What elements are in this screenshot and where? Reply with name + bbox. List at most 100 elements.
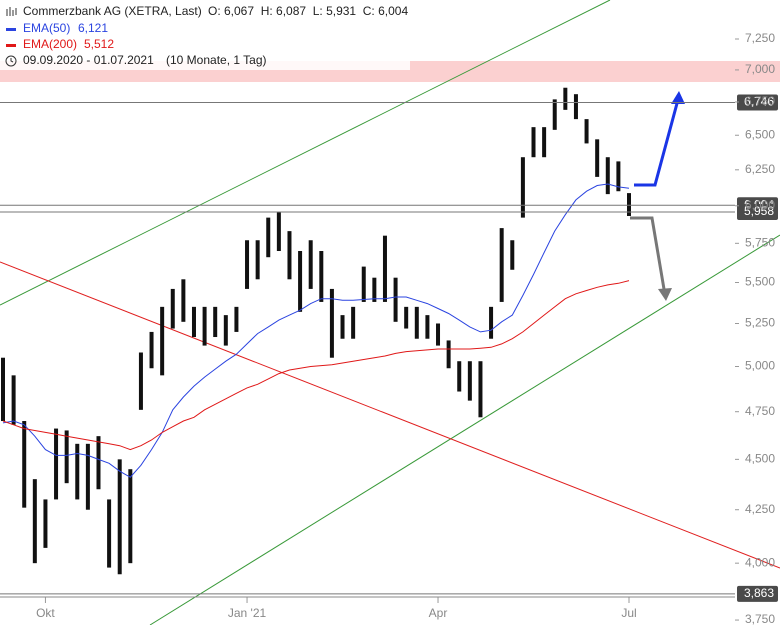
- trend-channel-upper: [0, 0, 611, 306]
- x-tick-label: Apr: [429, 606, 448, 620]
- legend-value: 5,512: [84, 37, 114, 51]
- price-bar: [96, 436, 101, 490]
- price-bar: [128, 469, 133, 564]
- price-bar: [191, 306, 196, 338]
- y-tick-label: 7,000: [745, 62, 775, 76]
- x-tick-label: Jan '21: [228, 606, 267, 620]
- legend: Commerzbank AG (XETRA, Last) O: 6,067 H:…: [0, 0, 410, 70]
- y-tick-label: 4,000: [745, 555, 775, 569]
- price-bar: [75, 443, 80, 500]
- price-bar: [266, 217, 271, 258]
- price-bar: [542, 127, 547, 158]
- level-label: 5,958: [744, 204, 774, 218]
- price-bar: [404, 306, 409, 329]
- price-bar: [308, 240, 313, 289]
- up-arrow: [634, 95, 681, 187]
- y-tick-label: 5,000: [745, 359, 775, 373]
- y-tick-label: 6,000: [745, 198, 775, 212]
- downtrend-line: [0, 261, 780, 569]
- price-bar: [361, 266, 366, 302]
- price-bar: [499, 228, 504, 302]
- ema-line: [2, 183, 630, 478]
- price-bar: [223, 315, 228, 346]
- clock-icon: [5, 55, 17, 67]
- price-bar: [1, 357, 5, 422]
- price-bar: [54, 428, 59, 500]
- price-bar: [276, 211, 281, 252]
- down-arrow: [630, 216, 667, 296]
- price-bar: [160, 306, 165, 376]
- price-bar: [340, 315, 345, 339]
- price-bar: [372, 277, 377, 302]
- price-bar: [117, 459, 122, 575]
- price-bar: [85, 443, 90, 510]
- price-bar: [107, 499, 112, 568]
- price-bar: [234, 306, 239, 332]
- legend-label: EMA(200): [23, 37, 77, 51]
- ohlc-readout: O: 6,067 H: 6,087 L: 5,931 C: 6,004: [208, 4, 408, 18]
- level-label-box: [737, 94, 778, 111]
- price-bar: [245, 240, 250, 289]
- level-label: 3,863: [744, 586, 774, 600]
- up-arrow-head: [671, 91, 685, 104]
- chart-title: Commerzbank AG (XETRA, Last): [23, 4, 202, 18]
- price-bar: [22, 421, 27, 508]
- price-bar: [436, 323, 441, 346]
- legend-label: EMA(50): [23, 21, 70, 35]
- x-tick-label: Jul: [621, 606, 636, 620]
- price-bar: [138, 352, 143, 410]
- legend-background: [0, 0, 410, 70]
- price-bar: [382, 235, 387, 302]
- price-bar: [489, 306, 494, 339]
- x-tick-label: Okt: [36, 606, 55, 620]
- price-bar: [298, 251, 303, 312]
- price-bar: [510, 240, 515, 270]
- y-tick-label: 6,750: [745, 94, 775, 108]
- level-label-box: [737, 585, 778, 602]
- period: 09.09.2020 - 01.07.2021: [23, 53, 154, 67]
- price-bar: [605, 157, 610, 195]
- price-bar: [446, 340, 451, 369]
- down-arrow-head: [658, 288, 672, 301]
- price-bar: [170, 288, 175, 329]
- price-bar: [478, 361, 483, 418]
- y-tick-label: 5,500: [745, 275, 775, 289]
- price-bar: [595, 139, 600, 177]
- level-label: 6,746: [744, 95, 774, 109]
- price-bar: [32, 479, 37, 564]
- price-bar: [457, 361, 462, 392]
- price-bar: [627, 193, 631, 216]
- legend-swatch: [6, 28, 16, 31]
- price-bar: [563, 87, 568, 110]
- price-bar: [467, 361, 472, 401]
- level-label-box: [737, 203, 778, 220]
- chart-icon: [6, 7, 17, 16]
- price-bar: [149, 331, 154, 369]
- y-tick-label: 5,750: [745, 235, 775, 249]
- price-bar: [425, 315, 430, 339]
- price-bar: [287, 231, 292, 280]
- price-bar: [11, 375, 16, 425]
- period-note: (10 Monate, 1 Tag): [166, 53, 267, 67]
- price-bar: [255, 240, 260, 280]
- price-bar: [329, 288, 334, 358]
- price-bar: [351, 306, 356, 339]
- y-tick-label: 6,250: [745, 162, 775, 176]
- price-bar: [573, 94, 578, 120]
- ema-line: [2, 280, 630, 451]
- price-bar: [43, 499, 48, 548]
- price-bar: [531, 127, 536, 158]
- y-tick-label: 6,500: [745, 127, 775, 141]
- price-bar: [181, 279, 186, 322]
- y-tick-label: 4,250: [745, 502, 775, 516]
- price-bar: [64, 430, 69, 484]
- legend-value: 6,121: [78, 21, 108, 35]
- price-bar: [414, 306, 419, 339]
- y-tick-label: 5,250: [745, 316, 775, 330]
- y-tick-label: 4,500: [745, 452, 775, 466]
- price-bar: [393, 277, 398, 322]
- price-bar: [552, 99, 557, 130]
- y-tick-label: 3,750: [745, 612, 775, 625]
